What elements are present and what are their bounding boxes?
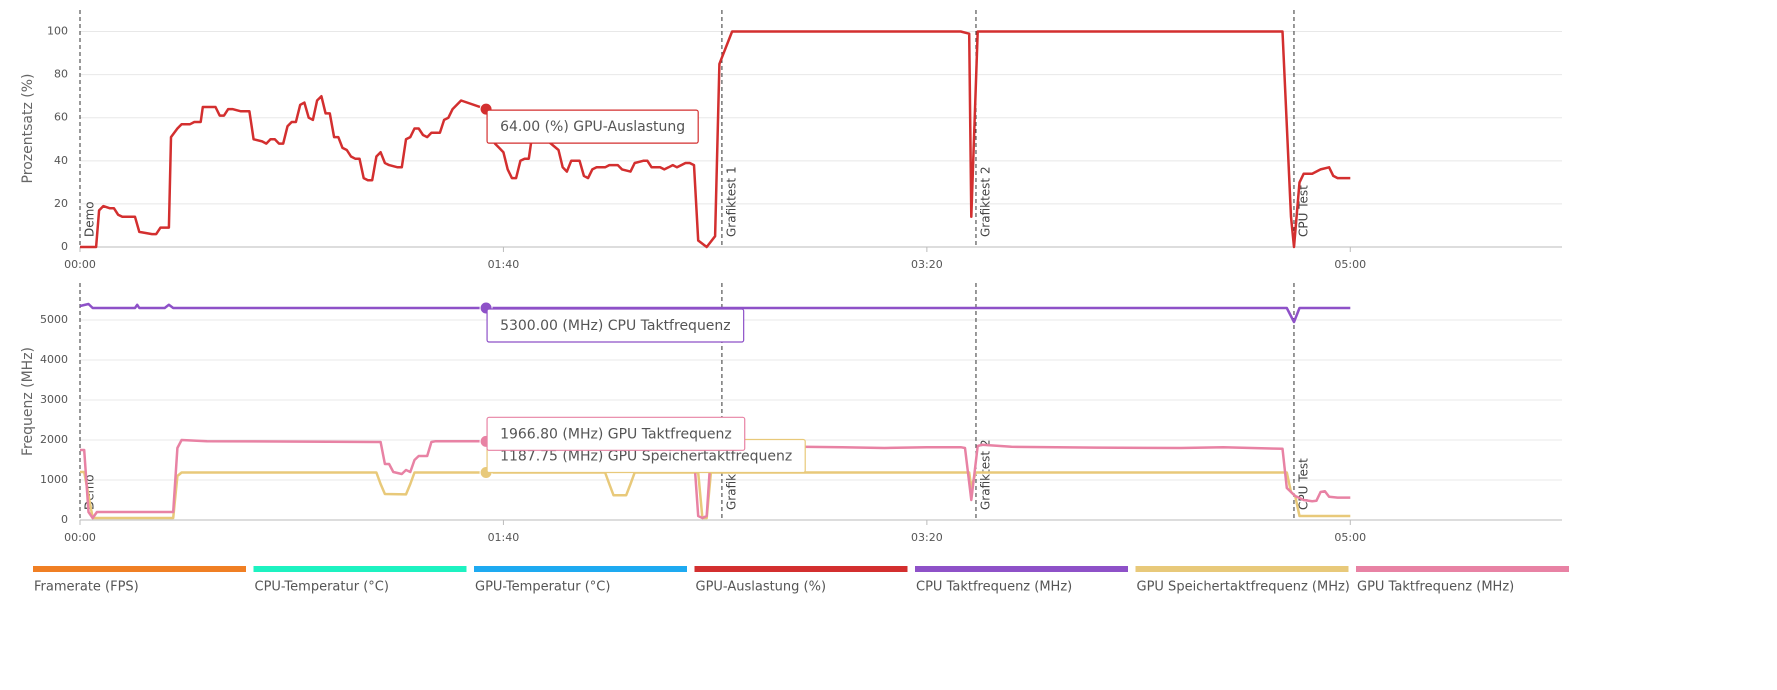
legend-label[interactable]: GPU-Auslastung (%) <box>696 580 827 595</box>
x-tick-label: 05:00 <box>1334 258 1366 271</box>
x-tick-label: 03:20 <box>911 258 943 271</box>
tooltip: 5300.00 (MHz) CPU Taktfrequenz <box>486 308 745 343</box>
y-tick-label: 40 <box>54 154 68 167</box>
legend-label[interactable]: CPU Taktfrequenz (MHz) <box>916 580 1072 595</box>
x-tick-label: 03:20 <box>911 531 943 544</box>
series-line <box>80 30 1351 249</box>
x-tick-label: 01:40 <box>488 531 520 544</box>
legend-swatch[interactable] <box>253 566 467 572</box>
y-tick-label: 20 <box>54 197 68 210</box>
y-tick-label: 3000 <box>40 393 68 406</box>
y-axis-label: Prozentsatz (%) <box>20 74 36 184</box>
tooltip-box <box>486 308 745 343</box>
x-tick-label: 00:00 <box>64 531 96 544</box>
y-tick-label: 60 <box>54 111 68 124</box>
legend-label[interactable]: CPU-Temperatur (°C) <box>255 580 389 595</box>
y-tick-label: 5000 <box>40 313 68 326</box>
tooltip-label: 5300.00 (MHz) CPU Taktfrequenz <box>500 318 731 334</box>
marker-label: Grafiktest 2 <box>978 439 992 510</box>
series-line <box>80 470 1351 520</box>
legend-label[interactable]: GPU-Temperatur (°C) <box>475 580 610 595</box>
y-tick-label: 100 <box>47 25 68 38</box>
tooltip-label: 1187.75 (MHz) GPU Speichertaktfrequenz <box>500 448 792 464</box>
tooltip-label: 64.00 (%) GPU-Auslastung <box>500 119 685 135</box>
legend-swatch[interactable] <box>1135 566 1349 572</box>
marker-label: Grafiktest 2 <box>978 166 992 237</box>
marker-label: CPU Test <box>1296 185 1310 237</box>
y-tick-label: 4000 <box>40 353 68 366</box>
legend-swatch[interactable] <box>33 566 246 572</box>
tooltip-label: 1966.80 (MHz) GPU Taktfrequenz <box>500 426 732 442</box>
legend-label[interactable]: GPU Speichertaktfrequenz (MHz) <box>1137 580 1350 595</box>
y-tick-label: 80 <box>54 68 68 81</box>
tooltip: 1966.80 (MHz) GPU Taktfrequenz <box>486 416 746 451</box>
legend-swatch[interactable] <box>474 566 687 572</box>
y-tick-label: 0 <box>61 240 68 253</box>
legend-swatch[interactable] <box>1356 566 1569 572</box>
legend-label[interactable]: Framerate (FPS) <box>34 580 139 595</box>
marker-label: CPU Test <box>1296 458 1310 510</box>
x-tick-label: 00:00 <box>64 258 96 271</box>
series-line <box>79 302 1351 324</box>
marker-label: Grafiktest 1 <box>724 166 738 237</box>
tooltip: 64.00 (%) GPU-Auslastung <box>486 109 699 144</box>
y-tick-label: 0 <box>61 513 68 526</box>
y-tick-label: 2000 <box>40 433 68 446</box>
x-tick-label: 05:00 <box>1334 531 1366 544</box>
legend-swatch[interactable] <box>694 566 908 572</box>
marker-label: Demo <box>83 201 97 237</box>
legend-label[interactable]: GPU Taktfrequenz (MHz) <box>1357 580 1514 595</box>
legend-swatch[interactable] <box>915 566 1128 572</box>
tooltip-box <box>486 109 699 144</box>
x-tick-label: 01:40 <box>488 258 520 271</box>
series-line <box>80 438 1351 520</box>
tooltip-box <box>486 416 746 451</box>
y-axis-label: Frequenz (MHz) <box>20 347 36 456</box>
y-tick-label: 1000 <box>40 473 68 486</box>
